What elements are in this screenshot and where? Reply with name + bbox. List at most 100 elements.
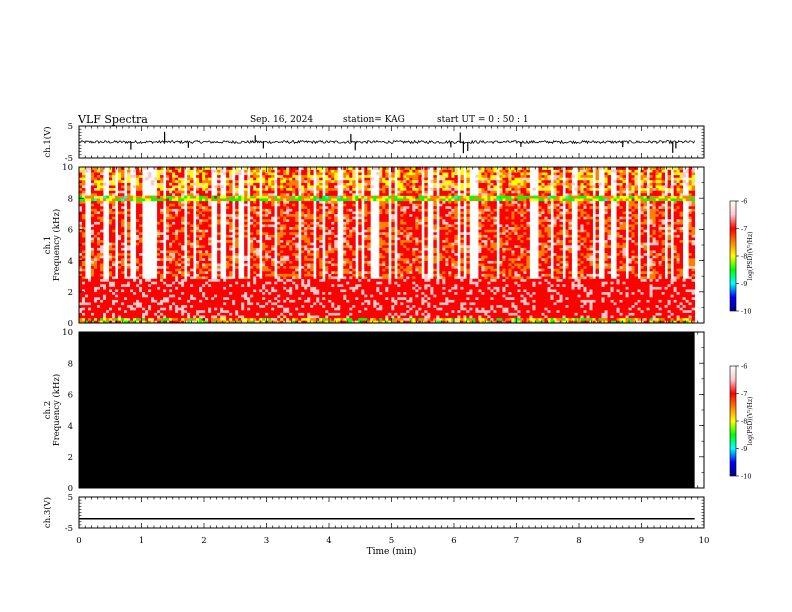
spectrogram-cell: [121, 247, 125, 251]
spectrogram-cell: [232, 302, 236, 306]
spectrogram-cell: [172, 213, 176, 217]
spectrogram-cell: [385, 206, 389, 209]
spectrogram-cell: [148, 297, 152, 300]
spectrogram-cell: [220, 312, 224, 316]
spectrogram-cell: [217, 237, 221, 241]
spectrogram-cell: [367, 224, 371, 228]
spectrogram-cell: [346, 297, 350, 300]
spectrogram-cell: [352, 234, 356, 238]
spectrogram-cell: [178, 307, 182, 311]
spectrogram-cell: [289, 208, 293, 212]
spectrogram-cell: [163, 299, 167, 303]
spectrogram-cell: [352, 315, 356, 319]
spectrogram-cell: [391, 221, 395, 225]
spectrogram-cell: [262, 310, 266, 313]
spectrogram-cell: [100, 190, 104, 194]
spectrogram-cell: [385, 180, 389, 183]
spectrogram-cell: [316, 234, 320, 238]
spectrogram-cell: [121, 221, 125, 225]
spectrogram-cell: [265, 265, 269, 269]
spectrogram-cell: [277, 234, 281, 238]
spectrogram-cell: [172, 302, 176, 306]
spectrogram-cell: [286, 278, 290, 282]
spectrogram-cell: [349, 315, 353, 319]
spectrogram-cell: [262, 237, 266, 241]
spectrogram-cell: [280, 312, 284, 316]
spectrogram-cell: [205, 289, 209, 293]
spectrogram-cell: [82, 250, 86, 254]
spectrogram-cell: [190, 234, 194, 238]
spectrogram-cell: [79, 281, 83, 285]
spectrogram-cell: [202, 200, 206, 204]
spectrogram-cell: [391, 172, 395, 176]
spectrogram-cell: [397, 200, 401, 204]
spectrogram-cell: [79, 284, 83, 287]
spectrogram-cell: [94, 169, 98, 173]
spectrogram-cell: [385, 281, 389, 285]
spectrogram-cell: [286, 315, 290, 319]
spectrogram-cell: [313, 304, 317, 308]
spectrogram-cell: [310, 304, 314, 308]
spectrogram-cell: [367, 247, 371, 251]
spectrogram-cell: [100, 268, 104, 272]
spectrogram-cell: [196, 216, 200, 220]
spectrogram-cell: [217, 174, 221, 178]
spectrogram-cell: [160, 297, 164, 300]
spectrogram-cell: [343, 224, 347, 228]
spectrogram-cell: [178, 312, 182, 316]
spectrogram-cell: [121, 224, 125, 228]
spectrogram-cell: [346, 229, 350, 233]
spectrogram-cell: [358, 255, 362, 259]
spectrogram-cell: [295, 273, 299, 277]
spectrogram-cell: [295, 169, 299, 173]
spectrogram-cell: [178, 286, 182, 290]
spectrogram-cell: [139, 219, 143, 222]
spectrogram-cell: [397, 198, 401, 202]
spectrogram-cell: [205, 190, 209, 194]
spectrogram-cell: [403, 312, 407, 316]
spectrogram-cell: [310, 252, 314, 256]
spectrogram-cell: [382, 294, 386, 298]
spectrogram-cell: [283, 307, 287, 311]
spectrogram-cell: [256, 278, 260, 282]
spectrogram-cell: [322, 198, 326, 202]
spectrogram-cell: [208, 291, 212, 295]
spectrogram-cell: [88, 195, 92, 199]
spectrogram-cell: [199, 276, 203, 280]
spectrogram-cell: [157, 172, 161, 176]
spectrogram-cell: [301, 195, 305, 199]
spectrogram-cell: [229, 224, 233, 228]
spectrogram-cell: [307, 226, 311, 230]
spectrogram-cell: [283, 206, 287, 209]
spectrogram-cell: [142, 317, 146, 321]
spectrogram-cell: [316, 310, 320, 313]
spectrogram-cell: [259, 286, 263, 290]
spectrogram-cell: [349, 286, 353, 290]
spectrogram-cell: [295, 255, 299, 259]
spectrogram-cell: [298, 294, 302, 298]
spectrogram-cell: [364, 208, 368, 212]
spectrogram-cell: [310, 224, 314, 228]
spectrogram-cell: [265, 177, 269, 181]
spectrogram-cell: [256, 198, 260, 202]
spectrogram-cell: [400, 180, 404, 183]
spectrogram-cell: [343, 237, 347, 241]
spectrogram-cell: [292, 245, 296, 248]
spectrogram-cell: [166, 247, 170, 251]
spectrogram-cell: [172, 177, 176, 181]
spectrogram-cell: [253, 232, 257, 235]
spectrogram-cell: [160, 203, 164, 207]
spectrogram-cell: [352, 226, 356, 230]
spectrogram-cell: [265, 255, 269, 259]
spectrogram-cell: [400, 263, 404, 267]
spectrogram-cell: [151, 315, 155, 319]
spectrogram-cell: [271, 276, 275, 280]
spectrogram-cell: [322, 307, 326, 311]
spectrogram-cell: [226, 213, 230, 217]
spectrogram-cell: [277, 297, 281, 300]
spectrogram-cell: [85, 278, 89, 282]
spectrogram-cell: [316, 284, 320, 287]
spectrogram-cell: [268, 271, 272, 274]
spectrogram-cell: [166, 219, 170, 222]
spectrogram-cell: [247, 195, 251, 199]
